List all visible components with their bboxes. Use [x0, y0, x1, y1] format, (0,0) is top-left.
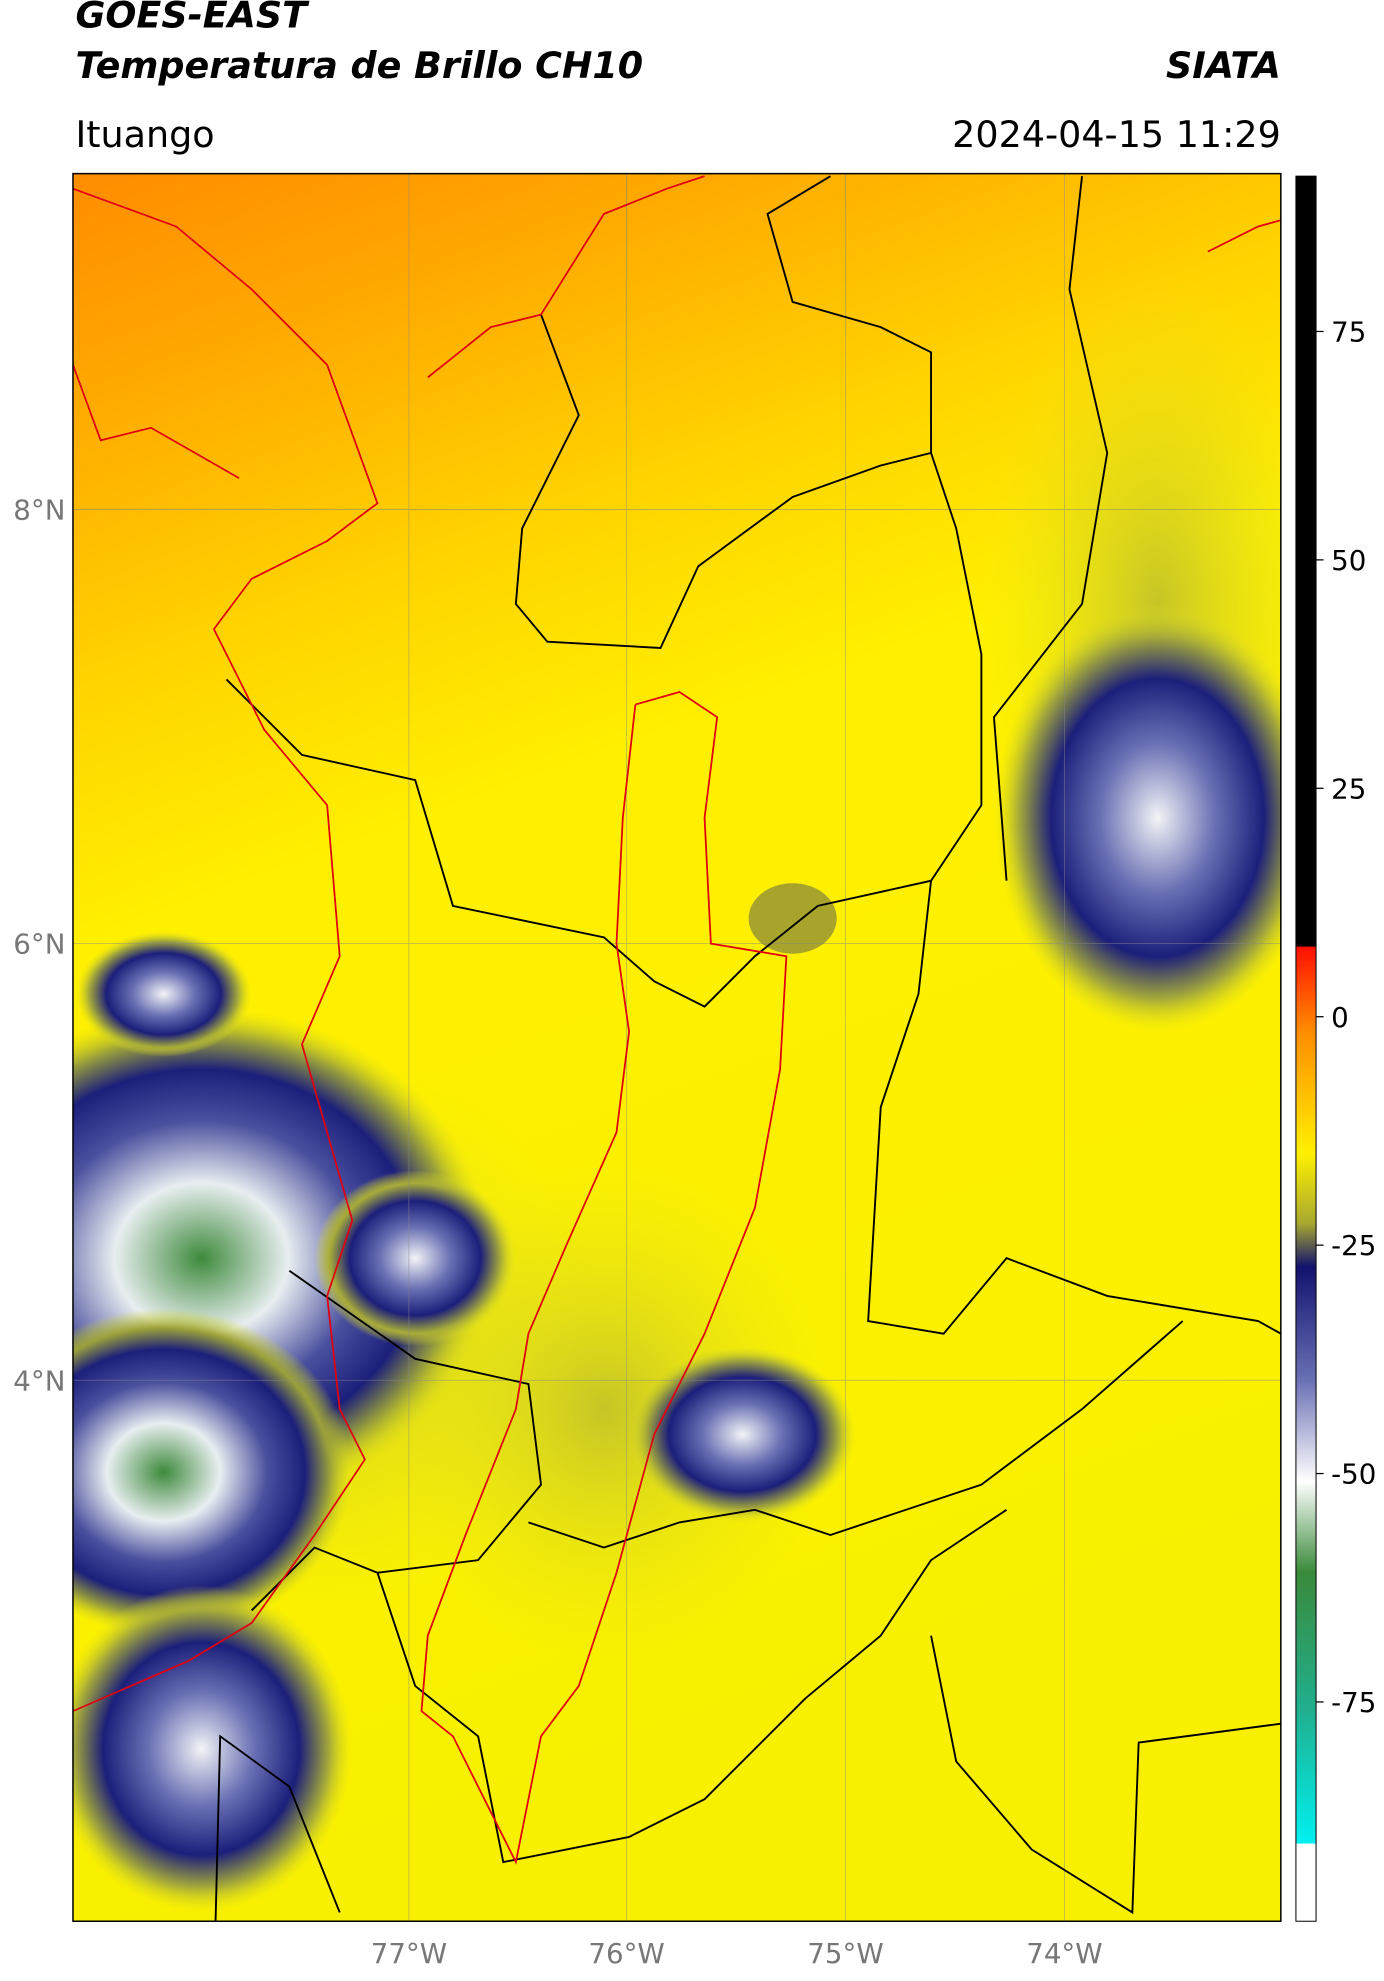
lat-label: 4°N: [13, 1364, 65, 1397]
colorbar: 75 50 25 0 -25 -50 -75: [1295, 175, 1376, 1922]
colorbar-tick-label: 25: [1331, 772, 1366, 805]
colorbar-tick-label: 50: [1331, 544, 1366, 577]
colorbar-tick-label: 0: [1331, 1001, 1349, 1034]
lon-label: 76°W: [588, 1937, 664, 1970]
map-frame: [72, 172, 1282, 1922]
colorbar-tick-label: -50: [1331, 1458, 1376, 1491]
subtitle: Temperatura de Brillo CH10: [75, 44, 643, 87]
title: GOES-EAST: [75, 0, 310, 37]
location: Ituango: [75, 113, 214, 156]
colorbar-tick-label: 75: [1331, 316, 1366, 349]
colorbar-tick-label: -75: [1331, 1686, 1376, 1719]
lat-label: 6°N: [13, 928, 65, 961]
map: [72, 173, 1281, 1922]
lon-label: 77°W: [371, 1937, 447, 1970]
lon-label: 75°W: [807, 1937, 883, 1970]
lon-label: 74°W: [1026, 1937, 1102, 1970]
datetime: 2024-04-15 11:29: [952, 113, 1281, 156]
colorbar-tick-label: -25: [1331, 1229, 1376, 1262]
colorbar-scale: [1295, 175, 1317, 1922]
lat-label: 8°N: [13, 494, 65, 527]
brand: SIATA: [1166, 44, 1281, 87]
